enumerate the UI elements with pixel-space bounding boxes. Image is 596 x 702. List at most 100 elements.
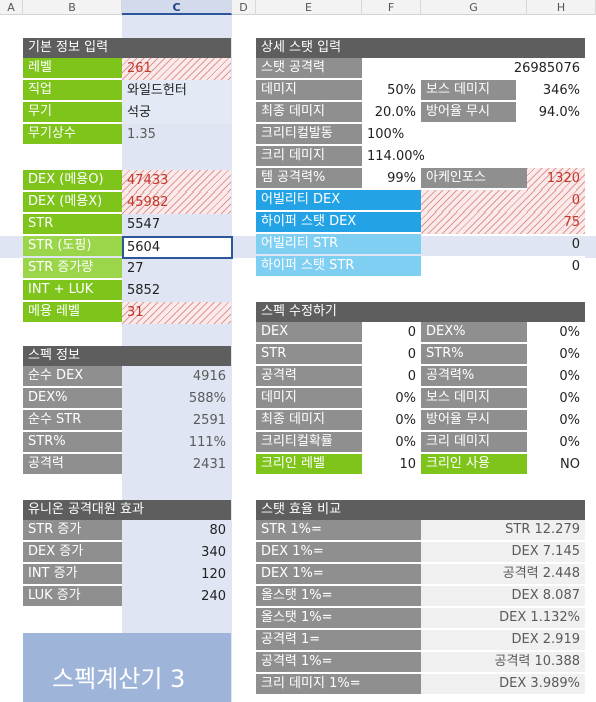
- compare-value[interactable]: DEX 8.087: [421, 586, 585, 606]
- stat-attack-label: 스탯 공격력: [256, 58, 362, 78]
- column-header-e[interactable]: E: [256, 0, 362, 15]
- spec-row: 공격력 2431: [23, 454, 231, 476]
- modify-label: 방어율 무시: [421, 410, 527, 430]
- job-input[interactable]: 와일드헌터: [122, 80, 231, 102]
- ignore-def-input[interactable]: 94.0%: [538, 105, 580, 120]
- modify-input[interactable]: 0%: [395, 413, 416, 428]
- spec-info-title: 스펙 정보: [23, 346, 231, 366]
- compare-value[interactable]: 공격력 2.448: [421, 564, 585, 584]
- compare-row: DEX 1%= DEX 7.145: [256, 542, 585, 564]
- meyong-level-row: 메용 레벨 31: [23, 302, 231, 324]
- weapon-const-value[interactable]: 1.35: [127, 127, 156, 142]
- modify-input[interactable]: 0%: [559, 435, 580, 450]
- compare-value[interactable]: DEX 1.132%: [421, 608, 585, 628]
- column-header-b[interactable]: B: [23, 0, 122, 15]
- compare-value[interactable]: DEX 7.145: [421, 542, 585, 562]
- stat-attack-row: 스탯 공격력 26985076: [256, 58, 585, 80]
- modify-input[interactable]: 0%: [559, 347, 580, 362]
- union-input[interactable]: 120: [201, 567, 226, 582]
- modify-row: DEX 0 DEX% 0%: [256, 322, 585, 344]
- modify-title: 스펙 수정하기: [256, 302, 585, 322]
- spec-value[interactable]: 588%: [188, 391, 226, 406]
- union-input[interactable]: 240: [201, 589, 226, 604]
- spec-value[interactable]: 4916: [192, 369, 226, 384]
- level-input[interactable]: 261: [122, 58, 231, 80]
- column-header-h[interactable]: H: [527, 0, 596, 15]
- detail-stats-title: 상세 스탯 입력: [256, 38, 585, 58]
- final-damage-input[interactable]: 20.0%: [374, 105, 416, 120]
- crin-use-select[interactable]: NO: [560, 457, 580, 472]
- modify-label: 공격력: [256, 366, 362, 386]
- active-cell-str-doping[interactable]: 5604: [122, 236, 233, 259]
- compare-value[interactable]: DEX 2.919: [421, 630, 585, 650]
- spec-value[interactable]: 2431: [192, 457, 226, 472]
- hyper-str-label: 하이퍼 스탯 STR: [256, 256, 421, 276]
- str-row: STR 5547: [23, 214, 231, 236]
- str-inc-value[interactable]: 27: [127, 261, 144, 276]
- union-label: LUK 증가: [23, 586, 122, 606]
- dex-use-o-input[interactable]: 47433: [122, 170, 231, 192]
- efficiency-compare-title: 스탯 효율 비교: [256, 500, 585, 520]
- ability-dex-input[interactable]: 0: [421, 190, 585, 212]
- modify-input[interactable]: 0: [407, 325, 416, 340]
- compare-label: 공격력 1=: [256, 630, 421, 650]
- crin-level-input[interactable]: 10: [399, 457, 416, 472]
- modify-input[interactable]: 0%: [559, 391, 580, 406]
- job-label: 직업: [23, 80, 122, 100]
- spec-label: 순수 DEX: [23, 366, 122, 386]
- meyong-level-input[interactable]: 31: [122, 302, 231, 324]
- app-title-banner: [23, 633, 231, 702]
- ability-str-input[interactable]: 0: [571, 237, 580, 252]
- int-luk-input[interactable]: 5852: [127, 283, 161, 298]
- modify-input[interactable]: 0%: [395, 435, 416, 450]
- union-row: STR 증가 80: [23, 520, 231, 542]
- compare-value[interactable]: 공격력 10.388: [421, 652, 585, 672]
- column-header-d[interactable]: D: [232, 0, 256, 15]
- modify-label: STR: [256, 344, 362, 364]
- str-doping-input[interactable]: 5604: [127, 240, 161, 255]
- modify-input[interactable]: 0%: [395, 391, 416, 406]
- spec-row: 순수 DEX 4916: [23, 366, 231, 388]
- compare-value[interactable]: DEX 3.989%: [421, 674, 585, 694]
- modify-input[interactable]: 0%: [559, 325, 580, 340]
- column-header-c[interactable]: C: [122, 0, 232, 15]
- job-row: 직업 와일드헌터: [23, 80, 231, 102]
- crit-damage-label: 크리 데미지: [256, 146, 362, 166]
- modify-label: DEX: [256, 322, 362, 342]
- str-input[interactable]: 5547: [127, 217, 161, 232]
- arcane-input[interactable]: 1320: [527, 168, 585, 190]
- union-row: DEX 증가 340: [23, 542, 231, 564]
- weapon-input[interactable]: 석궁: [122, 102, 231, 124]
- column-header-g[interactable]: G: [421, 0, 527, 15]
- weapon-const-label: 무기상수: [23, 124, 122, 144]
- stat-attack-input[interactable]: 26985076: [513, 61, 580, 76]
- compare-row: STR 1%= STR 12.279: [256, 520, 585, 542]
- crin-row: 크리인 레벨 10 크리인 사용 NO: [256, 454, 585, 476]
- spec-row: 순수 STR 2591: [23, 410, 231, 432]
- item-attack-input[interactable]: 99%: [387, 171, 416, 186]
- spec-value[interactable]: 2591: [192, 413, 226, 428]
- modify-input[interactable]: 0: [407, 369, 416, 384]
- dex-use-x-input[interactable]: 45982: [122, 192, 231, 214]
- column-header-a[interactable]: A: [0, 0, 23, 15]
- union-row: INT 증가 120: [23, 564, 231, 586]
- crit-rate-input[interactable]: 100%: [367, 127, 405, 142]
- hyper-dex-input[interactable]: 75: [421, 212, 585, 234]
- spec-value[interactable]: 111%: [188, 435, 226, 450]
- modify-input[interactable]: 0: [407, 347, 416, 362]
- damage-input[interactable]: 50%: [387, 83, 416, 98]
- modify-input[interactable]: 0%: [559, 369, 580, 384]
- basic-info-title: 기본 정보 입력: [23, 38, 231, 58]
- modify-input[interactable]: 0%: [559, 413, 580, 428]
- crit-damage-input[interactable]: 114.00%: [367, 149, 425, 164]
- hyper-str-input[interactable]: 0: [421, 256, 585, 278]
- union-input[interactable]: 80: [209, 523, 226, 538]
- crit-damage-row: 크리 데미지 114.00%: [256, 146, 585, 168]
- column-header-f[interactable]: F: [362, 0, 421, 15]
- dex-use-o-label: DEX (메용O): [23, 170, 122, 190]
- crit-rate-label: 크리티컬발동: [256, 124, 362, 144]
- compare-value[interactable]: STR 12.279: [421, 520, 585, 540]
- boss-damage-input[interactable]: 346%: [542, 83, 580, 98]
- union-input[interactable]: 340: [201, 545, 226, 560]
- ability-dex-row: 어빌리티 DEX 0: [256, 190, 585, 212]
